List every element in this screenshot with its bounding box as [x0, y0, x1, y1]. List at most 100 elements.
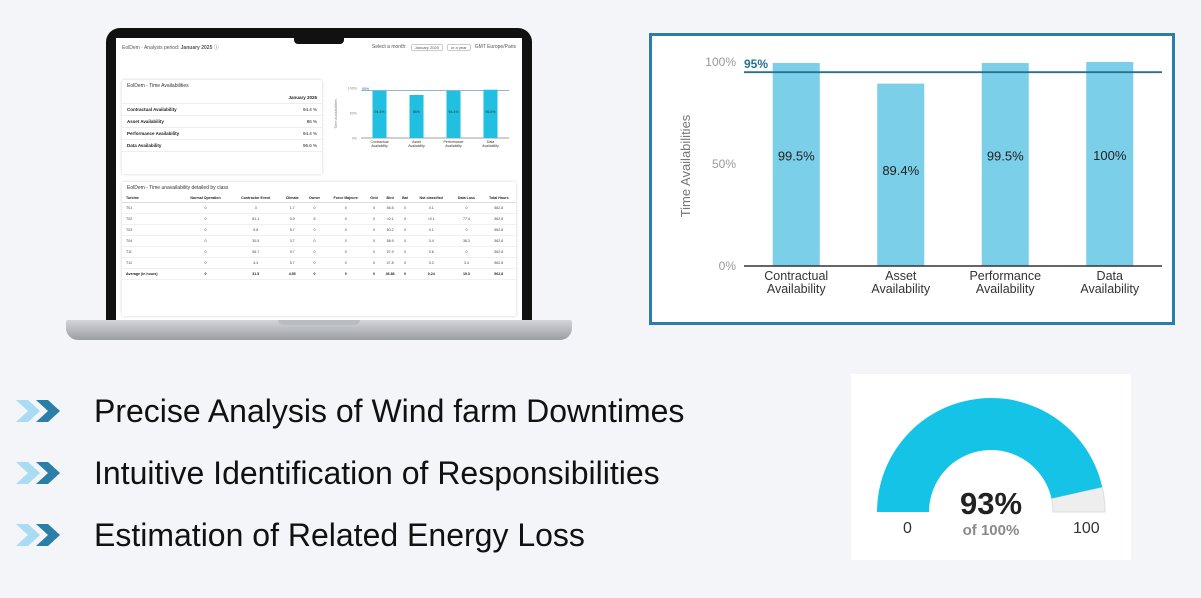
mini-bar-label: Asset	[412, 140, 421, 144]
mini-bar-label: Availability	[482, 144, 499, 148]
table-cell: 0	[324, 257, 367, 269]
average-cell: Average (in hours)	[122, 268, 180, 280]
bar	[1086, 62, 1134, 266]
table-cell: 0	[179, 202, 232, 214]
x-tick-label: Availability	[871, 282, 931, 296]
year-select[interactable]: or a year	[446, 43, 471, 51]
table-cell: 47.8	[381, 257, 399, 269]
empty-header	[122, 92, 246, 104]
mini-bar	[446, 90, 461, 138]
table-cell: 0	[366, 235, 382, 247]
feature-text: Precise Analysis of Wind farm Downtimes	[94, 392, 685, 429]
table-cell: 0	[179, 257, 232, 269]
table-cell: 562.8	[481, 235, 516, 247]
table-cell: 5.7	[280, 257, 305, 269]
gauge-max-label: 100	[1073, 520, 1100, 537]
average-cell: 0	[398, 268, 412, 280]
chevron-dark-shape	[36, 462, 60, 484]
availability-row: Performance Availability 94.4 %	[122, 127, 322, 140]
feature-item: Intuitive Identification of Responsibili…	[14, 450, 660, 496]
table-cell: 0	[451, 224, 482, 236]
table-cell: 0	[398, 246, 412, 258]
table-cell: 0	[304, 235, 325, 247]
feature-item: Estimation of Related Energy Loss	[14, 512, 585, 558]
mini-bar-value: 94.4%	[375, 110, 385, 114]
mini-bar	[372, 90, 387, 138]
table-cell: 0.9	[280, 213, 305, 225]
table-cell: 3.4	[451, 257, 482, 269]
table-cell: 0	[451, 246, 482, 258]
mini-bar	[409, 95, 424, 138]
table-cell: 3.7	[280, 235, 305, 247]
analysis-period-title: EolDem · Analysis period: January 2025 ⓘ	[122, 44, 219, 51]
gauge-svg	[877, 397, 1106, 513]
table-cell: 9.7	[280, 246, 305, 258]
availability-card: EolDem - Time Availabilities January 202…	[122, 80, 322, 174]
month-select[interactable]: January 2025	[410, 43, 443, 51]
availability-label: Performance Availability	[122, 127, 246, 140]
table-cell: 5.7	[280, 224, 305, 236]
table-cell: 5.8	[231, 224, 281, 236]
bar	[772, 63, 820, 266]
bar-value-label: 99.5%	[778, 149, 815, 164]
table-cell: 0	[366, 213, 382, 225]
table-row: T03 0 5.8 5.7 0 0 0 60.2 0 0.1 0 562.8	[122, 224, 516, 236]
availability-table: January 2025 Contractual Availability 94.…	[122, 92, 322, 152]
availability-row: Data Availability 96.6 %	[122, 139, 322, 152]
feature-text: Estimation of Related Energy Loss	[94, 516, 585, 553]
gauge-subtitle: of 100%	[962, 522, 1020, 539]
availability-row: Asset Availability 86 %	[122, 115, 322, 128]
chevron-svg	[16, 400, 60, 422]
table-cell: 562.8	[481, 257, 516, 269]
select-label: Select a month:	[371, 44, 407, 50]
mini-bar	[483, 89, 498, 138]
reference-line-label: 95%	[744, 57, 768, 71]
class-header: Bird	[381, 194, 399, 203]
feature-text: Intuitive Identification of Responsibili…	[94, 454, 660, 491]
table-cell: 0	[366, 257, 382, 269]
average-cell: 0	[304, 268, 325, 280]
table-cell: 4.4	[231, 257, 281, 269]
average-cell: 0.24	[411, 268, 452, 280]
table-cell: 0.2	[411, 257, 452, 269]
x-tick-label: Data	[1097, 269, 1123, 283]
mini-availability-chart: Time Availabilities 100% 50% 0% 95% 94.4% Cont…	[331, 80, 513, 176]
table-cell: 0.1	[411, 202, 452, 214]
average-cell: 19.3	[451, 268, 482, 280]
laptop-mockup: EolDem · Analysis period: January 2025 ⓘ…	[66, 18, 572, 343]
table-cell: T11	[122, 246, 180, 258]
class-header: Climate	[280, 194, 305, 203]
table-cell: <0.1	[381, 213, 399, 225]
x-tick-label: Availability	[976, 282, 1036, 296]
mini-bar-label: Contractual	[371, 140, 389, 144]
title-rest: · Analysis period:	[139, 44, 181, 51]
y-tick-label: 50%	[712, 157, 736, 171]
availability-card-title: EolDem - Time Availabilities	[127, 83, 189, 89]
gauge-value: 93%	[959, 486, 1023, 521]
mini-ylabel: Time Availabilities	[334, 99, 338, 129]
table-cell: 0	[398, 235, 412, 247]
table-cell: 58.9	[381, 235, 399, 247]
gauge-card: 93% of 100% 0 100	[851, 374, 1131, 560]
laptop-base-lip	[278, 320, 360, 325]
table-cell: 38.3	[451, 235, 482, 247]
table-cell: 56.7	[231, 246, 281, 258]
x-tick-label: Asset	[885, 269, 917, 283]
table-cell: 0.1	[411, 224, 452, 236]
table-cell: 0	[398, 213, 412, 225]
table-cell: 30.5	[231, 235, 281, 247]
average-cell: 562.8	[481, 268, 516, 280]
class-header: Total Hours	[481, 194, 516, 203]
table-cell: 0	[324, 213, 367, 225]
month-selector: Select a month: January 2025 or a year G…	[371, 43, 516, 51]
table-cell: 56.5	[381, 202, 399, 214]
unavailability-table: Turbine Normal Operation Contractor Event C…	[122, 194, 516, 280]
class-header: Data Loss	[451, 194, 482, 203]
availability-row: Contractual Availability 94.4 %	[122, 103, 322, 116]
class-header: Force Majeure	[324, 194, 367, 203]
double-chevron-icon	[14, 398, 70, 424]
chevron-svg	[16, 462, 60, 484]
mini-tick-label: 0%	[352, 137, 358, 141]
table-cell: T03	[122, 224, 180, 236]
table-cell: 0	[324, 246, 367, 258]
